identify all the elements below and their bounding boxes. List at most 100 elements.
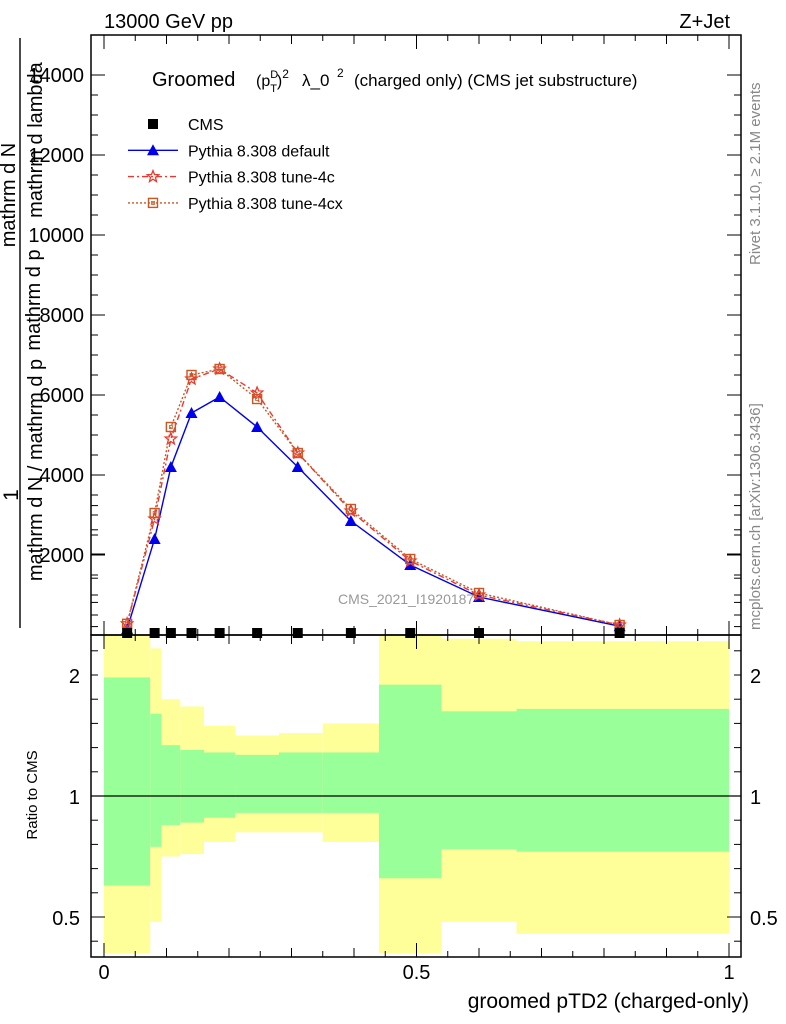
legend-label: Pythia 8.308 tune-4c bbox=[188, 170, 335, 187]
data-point-cms bbox=[345, 628, 356, 638]
data-point-default bbox=[148, 533, 161, 544]
data-point-tune4cx bbox=[217, 367, 222, 371]
ratio-band-inner bbox=[441, 711, 517, 850]
x-tick-label: 0.5 bbox=[403, 962, 431, 984]
data-point-tune4c bbox=[163, 431, 179, 446]
data-point-cms bbox=[186, 628, 197, 638]
y-tick-label: 2000 bbox=[40, 545, 85, 567]
ratio-tick-label-right: 0.5 bbox=[750, 908, 778, 930]
data-point-tune4cx bbox=[345, 503, 357, 515]
data-point-tune4cx bbox=[152, 511, 157, 515]
data-point-default bbox=[404, 559, 417, 570]
ratio-band-inner bbox=[516, 708, 729, 852]
ratio-tick-label-left: 0.5 bbox=[52, 908, 80, 930]
legend: CMS Pythia 8.308 default Pythia 8.308 tune… bbox=[128, 117, 343, 213]
plot-title-pre: Groomed bbox=[152, 69, 235, 91]
data-point-tune4cx bbox=[251, 393, 263, 405]
data-point-tune4cx bbox=[295, 451, 300, 455]
y-tick-label: 4000 bbox=[40, 465, 85, 487]
plot-title-post: (charged only) (CMS jet substructure) bbox=[354, 71, 637, 90]
data-point-default bbox=[164, 461, 177, 472]
data-point-cms bbox=[405, 628, 416, 638]
ratio-ylabel: Ratio to CMS bbox=[24, 750, 41, 839]
ratio-band-inner bbox=[379, 684, 442, 879]
data-point-tune4cx bbox=[168, 425, 173, 429]
header-right: Z+Jet bbox=[679, 11, 730, 33]
legend-label: Pythia 8.308 tune-4cx bbox=[188, 196, 343, 213]
analysis-watermark: CMS_2021_I1920187 bbox=[338, 591, 474, 607]
series-tune4c bbox=[119, 361, 627, 632]
data-point-cms bbox=[149, 628, 160, 638]
plot-title-sup: 2 bbox=[337, 66, 344, 80]
ratio-band-inner bbox=[279, 752, 323, 813]
data-point-tune4cx bbox=[408, 557, 413, 561]
ratio-band-inner bbox=[161, 745, 181, 826]
plot-title-mid: λ_0 bbox=[302, 71, 329, 90]
legend-marker-tune4cx bbox=[147, 197, 159, 209]
ratio-band-inner bbox=[150, 713, 162, 847]
legend-marker-tune4c bbox=[145, 168, 161, 183]
data-point-tune4cx bbox=[186, 369, 197, 381]
axes: 2000 4000 6000 8000 10000 12000 14000 0 0.5 1 0.5 0… bbox=[28, 35, 778, 984]
mcplots-note: mcplots.cern.ch [arXiv:1306.3436] bbox=[747, 403, 764, 630]
data-point-tune4cx bbox=[189, 373, 194, 377]
y-tick-label: 12000 bbox=[28, 145, 84, 167]
y-tick-label: 14000 bbox=[28, 65, 84, 87]
data-point-default bbox=[213, 391, 226, 402]
data-point-default bbox=[251, 421, 264, 432]
series-group bbox=[119, 361, 627, 638]
legend-label: CMS bbox=[188, 117, 224, 134]
data-point-tune4cx bbox=[292, 447, 303, 459]
plot-title-pt: (pD T)2 bbox=[256, 67, 289, 95]
series-line-tune4cx bbox=[126, 368, 620, 626]
rivet-note: Rivet 3.1.10, ≥ 2.1M events bbox=[747, 83, 764, 266]
ratio-band-inner bbox=[180, 750, 204, 823]
data-point-cms bbox=[122, 628, 133, 638]
data-point-tune4cx bbox=[617, 623, 622, 627]
series-line-tune4c bbox=[126, 368, 620, 626]
legend-marker-default bbox=[147, 144, 159, 156]
y-tick-label: 8000 bbox=[40, 305, 85, 327]
ratio-band-inner bbox=[204, 752, 236, 818]
data-point-tune4cx bbox=[165, 421, 177, 433]
data-point-cms bbox=[614, 628, 625, 638]
ratio-tick-label-right: 1 bbox=[750, 787, 761, 809]
series-cms bbox=[122, 628, 625, 638]
ylabel-dlambda: mathrm d lambda bbox=[25, 61, 47, 217]
legend-label: Pythia 8.308 default bbox=[188, 143, 330, 160]
ylabel-denominator: mathrm d N / mathrm d p bbox=[25, 359, 47, 581]
plot-title: Groomed (pD T)2 λ_0 2 (charged only) (CMS… bbox=[152, 66, 637, 95]
ratio-tick-label-right: 2 bbox=[750, 666, 761, 688]
ratio-band-inner bbox=[104, 677, 151, 886]
data-point-tune4cx bbox=[149, 507, 160, 519]
data-point-tune4cx bbox=[348, 507, 353, 511]
legend-marker-cms bbox=[148, 119, 158, 129]
data-point-cms bbox=[165, 628, 176, 638]
ratio-bands bbox=[91, 636, 741, 954]
data-point-tune4cx bbox=[473, 587, 485, 599]
data-point-tune4cx bbox=[125, 621, 130, 626]
series-tune4cx bbox=[121, 363, 625, 631]
data-point-tune4cx bbox=[255, 397, 260, 401]
data-point-cms bbox=[292, 628, 303, 638]
data-point-default bbox=[291, 461, 304, 472]
x-axis-label: groomed pTD2 (charged-only) bbox=[468, 990, 749, 1013]
x-tick-label: 0 bbox=[98, 962, 109, 984]
ylabel-dn: mathrm d N bbox=[0, 143, 20, 247]
ylabel-numerator: 1 bbox=[0, 489, 23, 501]
data-point-default bbox=[344, 515, 357, 526]
data-point-tune4cx bbox=[477, 591, 481, 595]
ratio-tick-label-left: 2 bbox=[69, 666, 80, 688]
ratio-band-inner bbox=[322, 752, 379, 813]
y-tick-label: 6000 bbox=[40, 385, 85, 407]
x-tick-label: 1 bbox=[723, 962, 734, 984]
data-point-cms bbox=[474, 628, 484, 638]
data-point-cms bbox=[214, 628, 225, 638]
legend-marker-tune4cx bbox=[151, 200, 155, 205]
data-point-cms bbox=[252, 628, 263, 638]
y-tick-label: 10000 bbox=[28, 225, 84, 247]
data-point-tune4cx bbox=[214, 363, 225, 375]
header-left: 13000 GeV pp bbox=[104, 11, 233, 33]
ratio-band-inner bbox=[235, 754, 279, 813]
